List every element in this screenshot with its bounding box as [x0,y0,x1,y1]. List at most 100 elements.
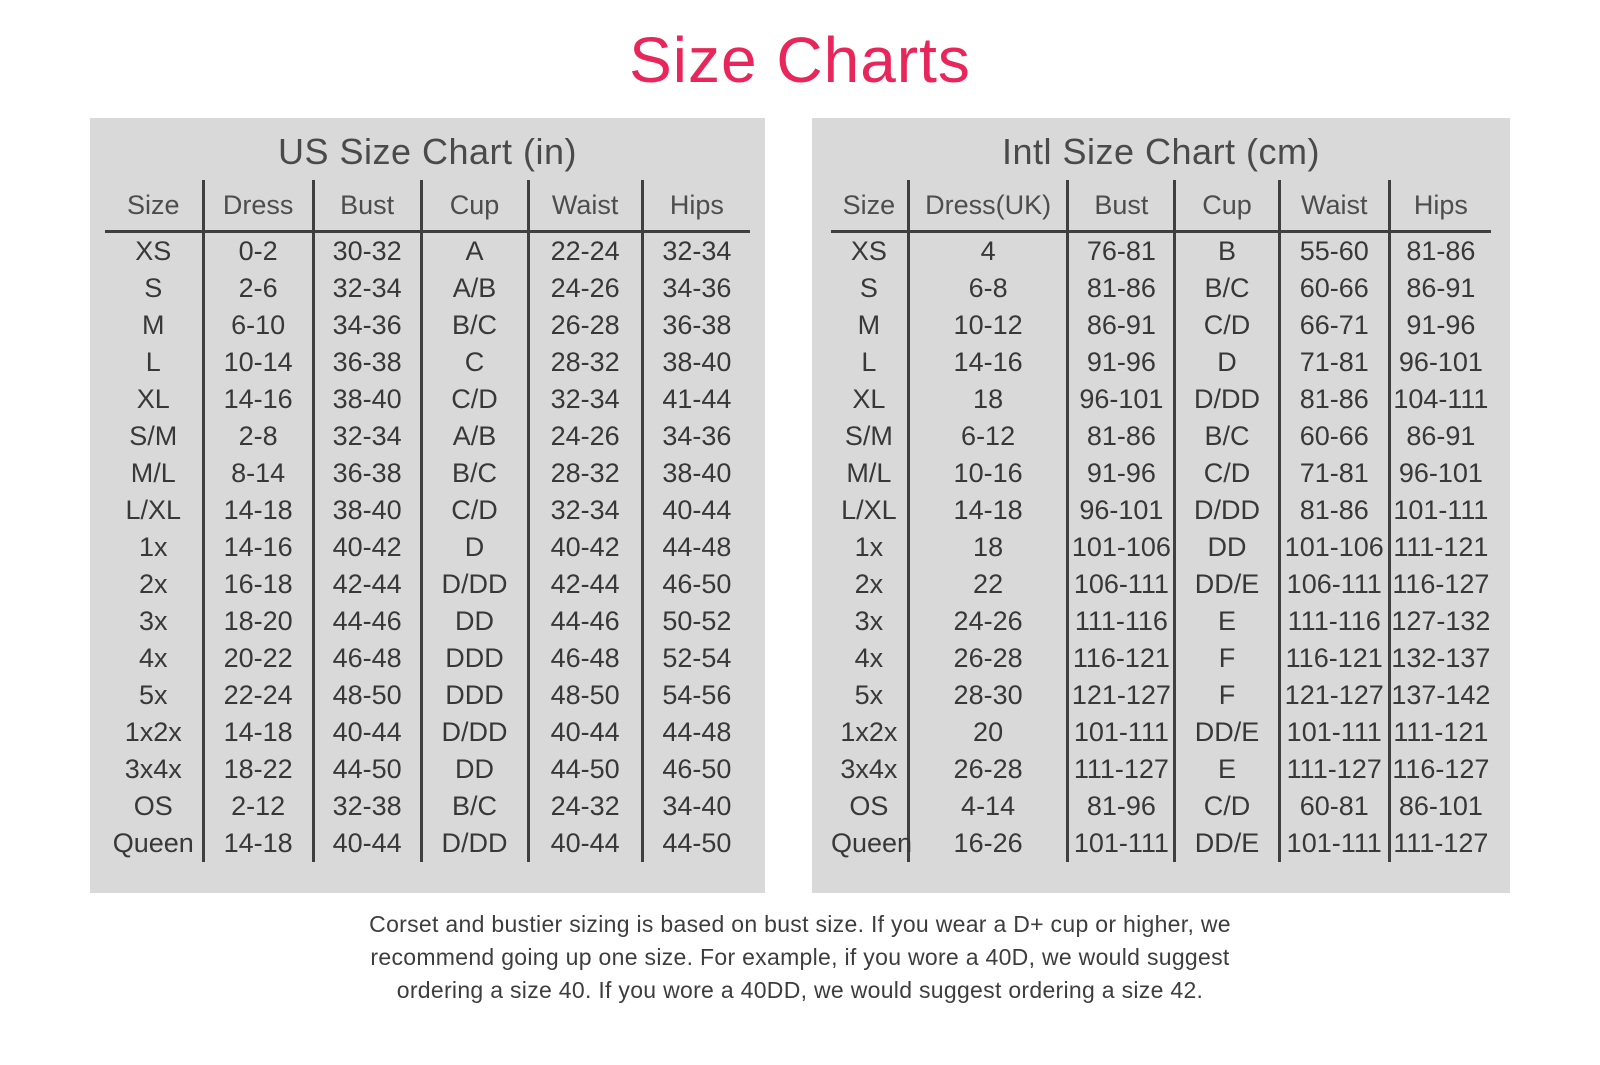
table-cell: 60-66 [1277,270,1390,307]
table-cell: 60-66 [1277,418,1390,455]
table-cell: 2-6 [201,270,314,307]
table-cell: 4-14 [906,788,1068,825]
table-cell: 54-56 [640,677,750,714]
table-cell: F [1173,640,1280,677]
table-cell: DD/E [1173,825,1280,862]
table-row: 2x 22 106-111 DD/E 106-111 116-127 [831,566,1491,603]
table-cell: D/DD [419,825,529,862]
table-cell: 5x [139,680,168,710]
table-cell: XS [135,236,172,266]
table-cell: 3x4x [124,754,182,784]
intl-size-chart-title: Intl Size Chart (cm) [1001,131,1321,172]
table-cell: 2-8 [201,418,314,455]
table-cell: 40-44 [311,714,422,751]
table-cell: 1x2x [840,717,898,747]
table-cell: S [144,273,163,303]
table-cell: 32-34 [526,381,643,418]
table-cell: 101-111 [1066,714,1175,751]
table-cell: 3x [139,606,168,636]
table-cell: 81-86 [1066,270,1175,307]
table-body: XS 0-2 30-32 A 22-24 32-34 S 2-6 32-34 A/B 24-26 34… [105,231,750,862]
table-cell: 4x [854,643,884,673]
table-cell: M/L [846,458,892,488]
table-cell: 14-18 [201,714,314,751]
table-cell: 40-44 [526,714,643,751]
table-row: S 6-8 81-86 B/C 60-66 86-91 [831,270,1491,307]
table-cell: 44-48 [640,714,750,751]
table-cell: 18-22 [201,751,314,788]
sizing-note: Corset and bustier sizing is based on bu… [0,908,1600,1007]
table-cell: 32-38 [311,788,422,825]
table-cell: D/DD [1173,492,1280,529]
table-cell: B/C [1173,418,1280,455]
table-row: L 14-16 91-96 D 71-81 96-101 [831,344,1491,381]
table-cell: 46-50 [640,751,750,788]
table-cell: 14-18 [201,492,314,529]
table-cell: XL [852,384,886,414]
table-cell: 96-101 [1066,381,1175,418]
table-cell: 101-111 [1277,714,1390,751]
table-cell: 16-26 [906,825,1068,862]
table-cell: 81-86 [1066,418,1175,455]
column-header: Bust [311,180,422,233]
table-cell: 5x [854,680,884,710]
table-cell: 91-96 [1066,344,1175,381]
table-cell: 44-50 [526,751,643,788]
table-cell: 86-101 [1387,788,1491,825]
table-cell: 24-26 [906,603,1068,640]
table-cell: 111-127 [1277,751,1390,788]
table-cell: 32-34 [311,270,422,307]
table-row: XS 4 76-81 B 55-60 81-86 [831,231,1491,270]
table-cell: L [861,347,877,377]
table-cell: 40-44 [526,825,643,862]
table-cell: DD [419,603,529,640]
table-row: 1x 14-16 40-42 D 40-42 44-48 [105,529,750,566]
table-cell: 1x [854,532,884,562]
table-row: L/XL 14-18 38-40 C/D 32-34 40-44 [105,492,750,529]
table-cell: 81-86 [1387,231,1491,270]
table-cell: OS [133,791,173,821]
table-cell: 10-12 [906,307,1068,344]
table-cell: 6-8 [906,270,1068,307]
table-cell: A/B [419,270,529,307]
column-header: Dress(UK) [906,180,1068,233]
table-cell: 106-111 [1066,566,1175,603]
table-row: 1x 18 101-106 DD 101-106 111-121 [831,529,1491,566]
note-line: ordering a size 40. If you wore a 40DD, … [396,977,1204,1003]
table-cell: S/M [844,421,893,451]
table-cell: 36-38 [640,307,750,344]
table-cell: 10-14 [201,344,314,381]
table-cell: 48-50 [311,677,422,714]
table-cell: 36-38 [311,344,422,381]
table-cell: 101-111 [1277,825,1390,862]
table-row: XL 18 96-101 D/DD 81-86 104-111 [831,381,1491,418]
table-cell: 76-81 [1066,231,1175,270]
table-cell: DDD [419,640,529,677]
table-cell: 40-44 [311,825,422,862]
table-cell: C/D [419,492,529,529]
intl-size-chart-panel: Intl Size Chart (cm) Size Dress(UK) Bust Cu… [812,118,1510,893]
table-cell: 71-81 [1277,344,1390,381]
us-size-chart-panel: US Size Chart (in) Size Dress Bust Cup Waist… [90,118,765,893]
table-cell: 46-48 [526,640,643,677]
table-row: S/M 6-12 81-86 B/C 60-66 86-91 [831,418,1491,455]
table-cell: 2x [854,569,884,599]
table-cell: 22-24 [526,231,643,270]
table-row: 3x4x 26-28 111-127 E 111-127 116-127 [831,751,1491,788]
table-cell: M/L [130,458,176,488]
table-cell: XS [850,236,887,266]
table-cell: 26-28 [526,307,643,344]
table-row: L/XL 14-18 96-101 D/DD 81-86 101-111 [831,492,1491,529]
table-cell: L [145,347,161,377]
table-cell: M [857,310,881,340]
table-row: S 2-6 32-34 A/B 24-26 34-36 [105,270,750,307]
table-cell: 101-106 [1066,529,1175,566]
table-cell: M [142,310,165,340]
column-header: Size [831,180,909,233]
intl-size-chart-table: Size Dress(UK) Bust Cup Waist Hips XS 4 76-81 B 5… [831,180,1491,862]
table-cell: 28-32 [526,455,643,492]
table-cell: 20-22 [201,640,314,677]
table-cell: 60-81 [1277,788,1390,825]
table-cell: 44-46 [311,603,422,640]
